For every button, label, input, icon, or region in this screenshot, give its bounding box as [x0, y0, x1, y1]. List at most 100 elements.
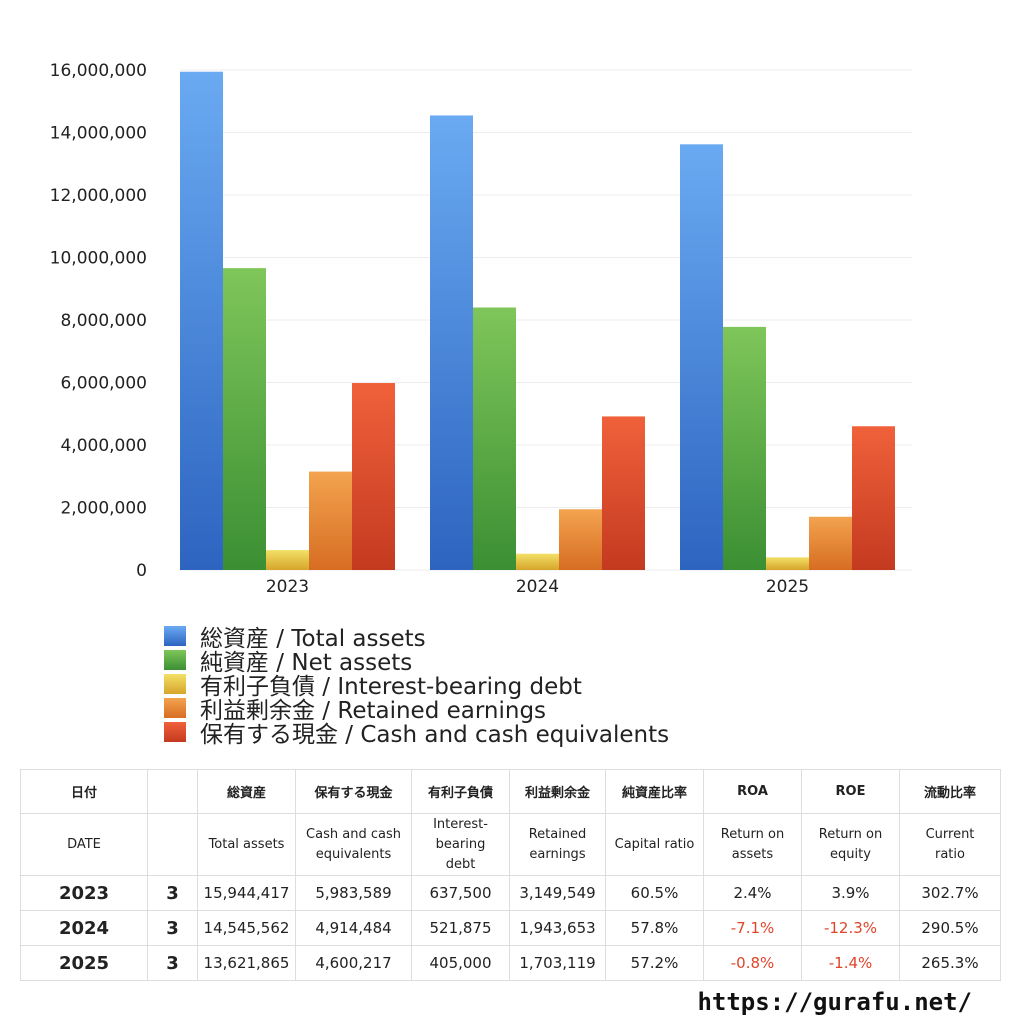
- bar-2023-series-0: [180, 71, 223, 570]
- header-current-ratio-en-line: ratio: [935, 846, 965, 862]
- table-row: 2023 3 15,944,417 5,983,589 637,500 3,14…: [20, 875, 1001, 911]
- row-total-assets: 13,621,865: [197, 945, 296, 981]
- y-tick-label: 2,000,000: [60, 499, 147, 519]
- table-header-en: DATE Total assets Cash and cash equivale…: [20, 813, 1001, 876]
- header-date-jp: 日付: [20, 769, 148, 814]
- row-month: 3: [147, 910, 198, 946]
- row-month: 3: [147, 945, 198, 981]
- header-cash-en-line: equivalents: [315, 846, 392, 862]
- bar-2025-series-1: [723, 326, 766, 570]
- legend-swatch: [164, 722, 186, 742]
- header-roa-jp: ROA: [703, 769, 802, 814]
- x-axis-tick-labels: 2023 2024 2025: [266, 577, 809, 597]
- row-capital-ratio: 60.5%: [605, 875, 704, 911]
- bar-2024-series-1: [473, 307, 516, 570]
- row-debt: 405,000: [411, 945, 510, 981]
- header-cash-jp: 保有する現金: [295, 769, 412, 814]
- header-debt-jp: 有利子負債: [411, 769, 510, 814]
- bar-2023-series-1: [223, 268, 266, 570]
- header-debt-en: Interest- bearing debt: [411, 813, 510, 876]
- header-month-en: [147, 813, 198, 876]
- header-total-assets-jp: 総資産: [197, 769, 296, 814]
- header-current-ratio-en-line: Current: [925, 826, 975, 842]
- row-capital-ratio: 57.2%: [605, 945, 704, 981]
- header-roe-en: Return on equity: [801, 813, 900, 876]
- chart-gridlines: [180, 69, 912, 571]
- header-retained-jp: 利益剰余金: [509, 769, 606, 814]
- bar-chart: 0 2,000,000 4,000,000 6,000,000 8,000,000 10,…: [50, 61, 912, 597]
- x-tick-label: 2025: [766, 577, 809, 597]
- y-tick-label: 6,000,000: [60, 374, 147, 394]
- bar-2025-series-3: [809, 516, 852, 570]
- y-tick-label: 12,000,000: [50, 186, 147, 206]
- chart-legend: 総資産 / Total assets 純資産 / Net assets 有利子負…: [164, 624, 669, 748]
- header-retained-en: Retained earnings: [509, 813, 606, 876]
- header-roa-en-line: Return on: [720, 826, 785, 842]
- y-tick-label: 4,000,000: [60, 436, 147, 456]
- legend-label: 利益剰余金 / Retained earnings: [200, 698, 547, 724]
- row-cash: 5,983,589: [295, 875, 412, 911]
- chart-bars: [180, 71, 895, 571]
- table-row: 2024 3 14,545,562 4,914,484 521,875 1,94…: [20, 910, 1001, 946]
- y-axis-tick-labels: 0 2,000,000 4,000,000 6,000,000 8,000,000 10,…: [50, 61, 147, 581]
- header-debt-en-line: bearing: [435, 836, 486, 852]
- header-retained-en-line: Retained: [528, 826, 587, 842]
- header-capital-ratio-en: Capital ratio: [605, 813, 704, 876]
- row-debt: 637,500: [411, 875, 510, 911]
- header-cash-en-line: Cash and cash: [306, 826, 401, 842]
- financial-metrics-table: 日付 総資産 保有する現金 有利子負債 利益剰余金 純資産比率 ROA ROE …: [20, 769, 1001, 981]
- row-retained: 3,149,549: [509, 875, 606, 911]
- row-roe: -12.3%: [801, 910, 900, 946]
- header-roa-en-line: assets: [731, 846, 774, 862]
- row-roa: 2.4%: [703, 875, 802, 911]
- header-current-ratio-jp: 流動比率: [899, 769, 1001, 814]
- y-tick-label: 10,000,000: [50, 249, 147, 269]
- table-row: 2025 3 13,621,865 4,600,217 405,000 1,70…: [20, 945, 1001, 981]
- bar-2024-series-2: [516, 553, 559, 570]
- bar-2025-series-0: [680, 144, 723, 570]
- legend-label: 保有する現金 / Cash and cash equivalents: [200, 722, 670, 748]
- x-tick-label: 2023: [266, 577, 309, 597]
- x-tick-label: 2024: [516, 577, 559, 597]
- header-debt-en-line: debt: [445, 856, 476, 872]
- legend-swatch: [164, 698, 186, 718]
- row-roa: -0.8%: [703, 945, 802, 981]
- header-date-en: DATE: [20, 813, 148, 876]
- legend-label: 総資産 / Total assets: [200, 626, 426, 652]
- bar-2023-series-3: [309, 471, 352, 570]
- header-roe-en-line: equity: [830, 846, 871, 862]
- legend-item-retained-earnings: 利益剰余金 / Retained earnings: [164, 696, 669, 724]
- y-tick-label: 8,000,000: [60, 311, 147, 331]
- header-roa-en: Return on assets: [703, 813, 802, 876]
- legend-swatch: [164, 626, 186, 646]
- legend-label: 純資産 / Net assets: [200, 650, 413, 676]
- legend-label: 有利子負債 / Interest-bearing debt: [200, 674, 582, 700]
- header-roe-en-line: Return on: [818, 826, 883, 842]
- row-roe: -1.4%: [801, 945, 900, 981]
- header-roe-jp: ROE: [801, 769, 900, 814]
- bar-2025-series-4: [852, 426, 895, 570]
- y-tick-label: 16,000,000: [50, 61, 147, 81]
- row-year: 2023: [20, 875, 148, 911]
- bar-2025-series-2: [766, 557, 809, 570]
- row-current-ratio: 265.3%: [899, 945, 1001, 981]
- header-current-ratio-en: Current ratio: [899, 813, 1001, 876]
- legend-swatch: [164, 674, 186, 694]
- row-year: 2024: [20, 910, 148, 946]
- bar-2024-series-4: [602, 416, 645, 570]
- row-roe: 3.9%: [801, 875, 900, 911]
- row-retained: 1,703,119: [509, 945, 606, 981]
- header-capital-ratio-jp: 純資産比率: [605, 769, 704, 814]
- row-cash: 4,600,217: [295, 945, 412, 981]
- row-debt: 521,875: [411, 910, 510, 946]
- bar-2023-series-4: [352, 383, 395, 570]
- row-current-ratio: 302.7%: [899, 875, 1001, 911]
- row-current-ratio: 290.5%: [899, 910, 1001, 946]
- table-header-jp: 日付 総資産 保有する現金 有利子負債 利益剰余金 純資産比率 ROA ROE …: [20, 769, 1001, 814]
- header-debt-en-line: Interest-: [433, 816, 488, 832]
- y-tick-label: 0: [136, 561, 147, 581]
- row-roa: -7.1%: [703, 910, 802, 946]
- bar-2024-series-0: [430, 115, 473, 571]
- legend-item-total-assets: 総資産 / Total assets: [164, 624, 669, 652]
- row-month: 3: [147, 875, 198, 911]
